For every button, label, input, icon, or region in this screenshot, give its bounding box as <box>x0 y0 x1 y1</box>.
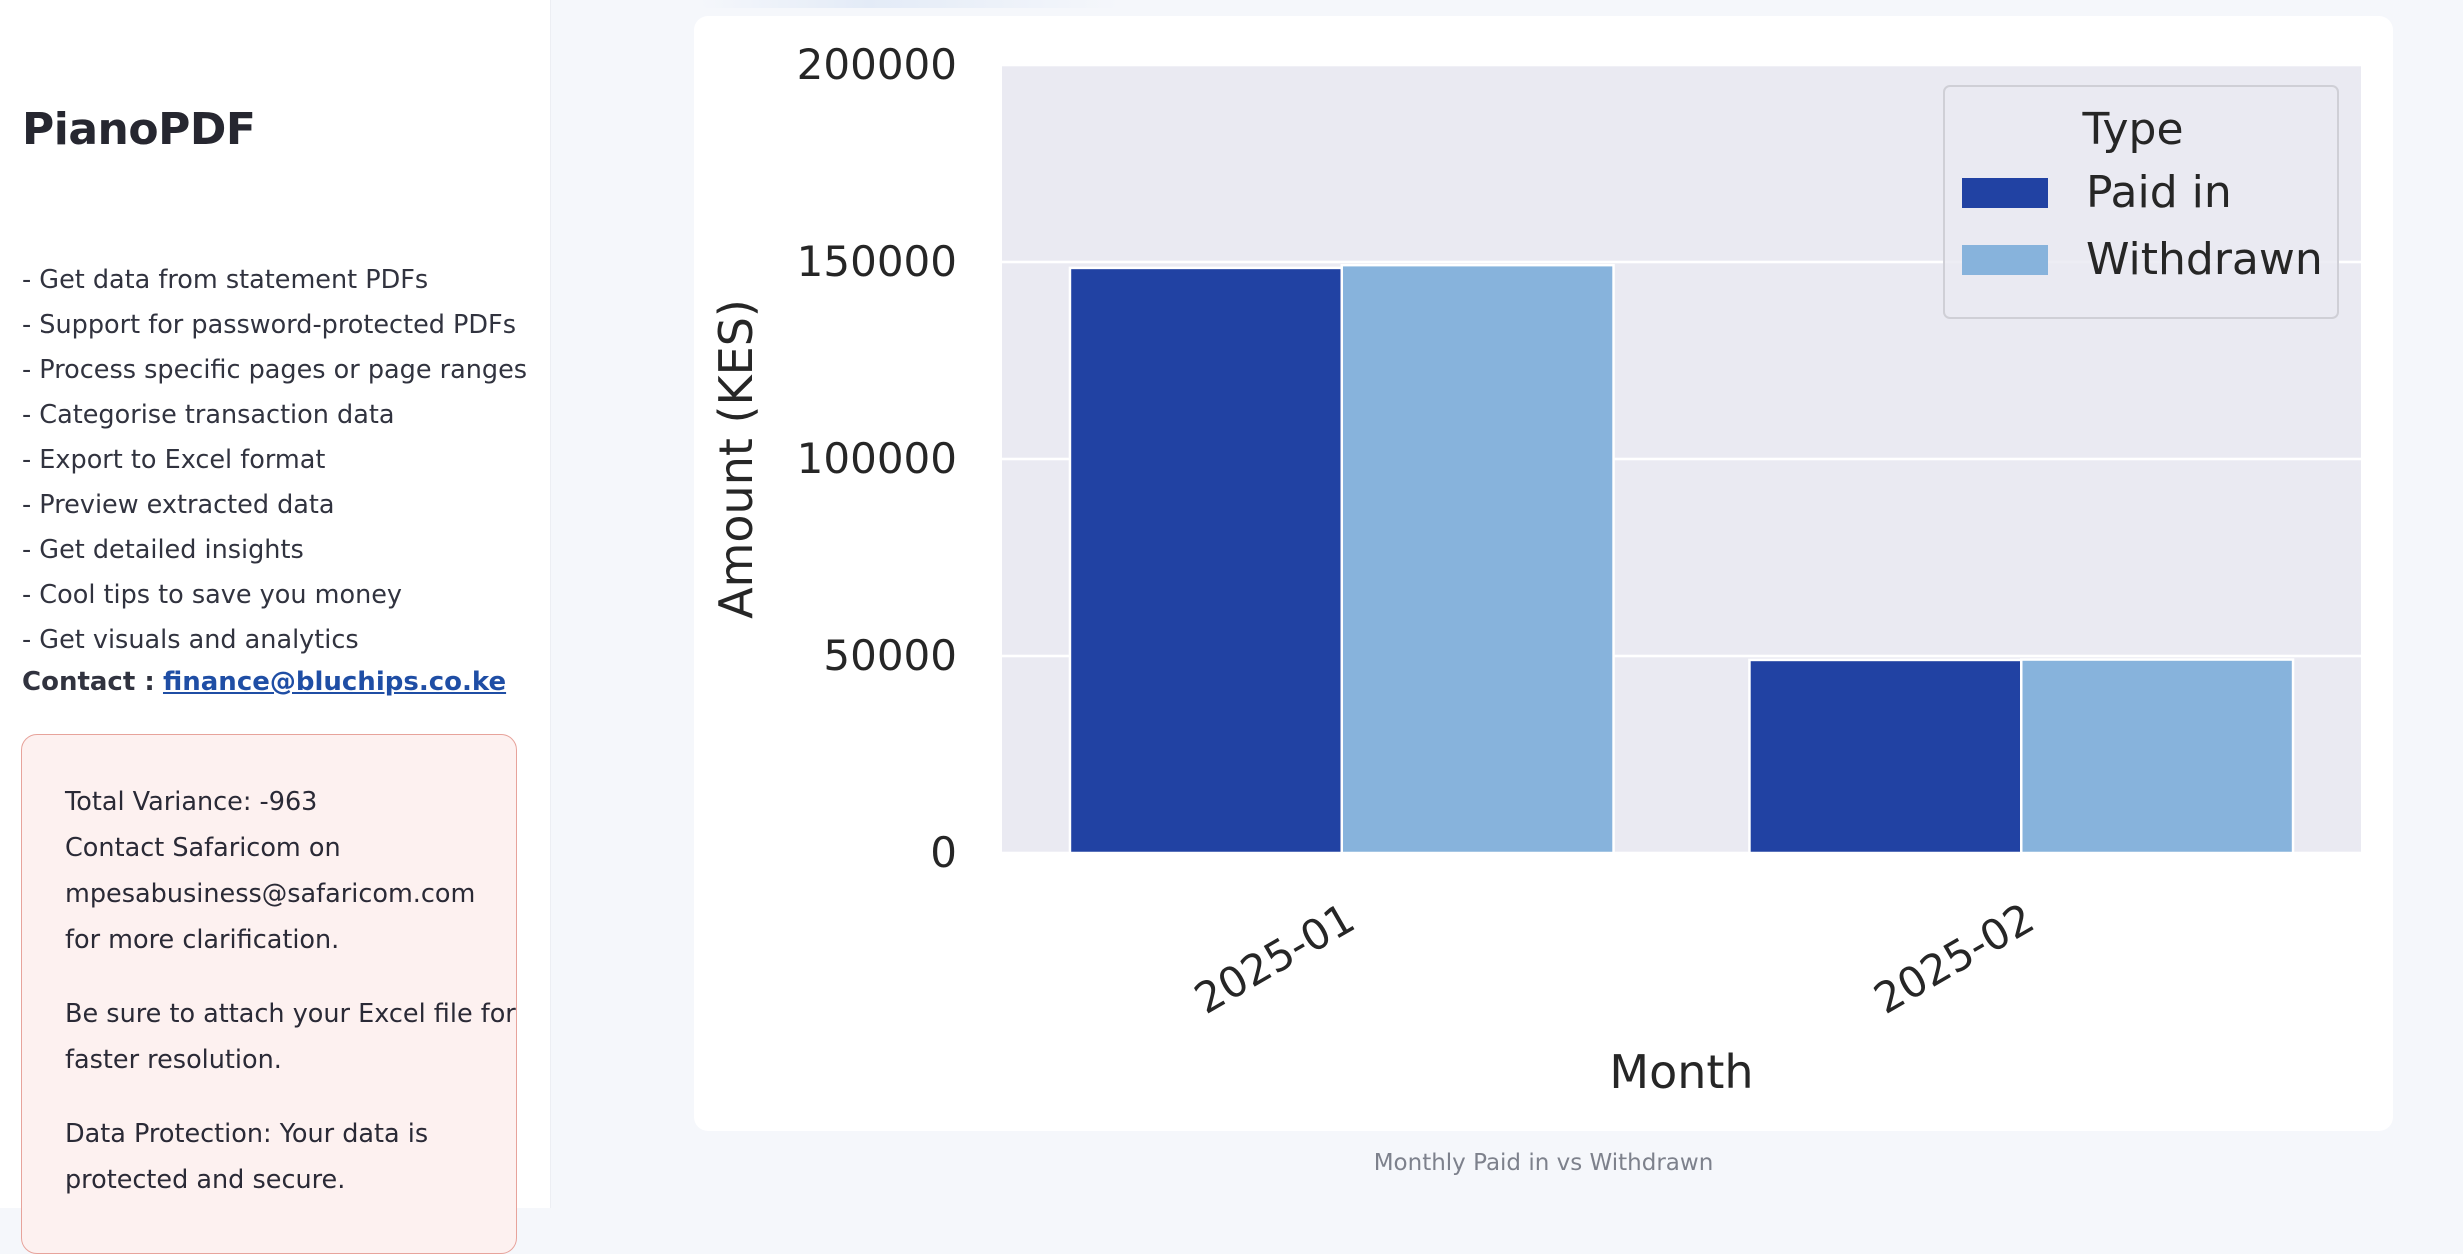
chart-figure: 0 50000 100000 150000 200000 2025-01 2025-02 Mo… <box>694 16 2393 1131</box>
bar-paid-in <box>1748 658 2023 855</box>
alert-line: Data Protection: Your data is <box>65 1119 429 1149</box>
feature-item: - Process specific pages or page ranges <box>22 355 528 385</box>
alert-paragraph-protection: Data Protection: Your data is protected … <box>65 1111 476 1203</box>
alert-line: protected and secure. <box>65 1165 346 1195</box>
bar-withdrawn <box>1340 263 1615 855</box>
alert-line: faster resolution. <box>65 1045 282 1075</box>
contact-email-link[interactable]: finance@bluchips.co.ke <box>162 667 507 697</box>
y-tick-label: 200000 <box>797 40 957 89</box>
feature-item: - Get data from statement PDFs <box>22 265 429 295</box>
legend-entry: Paid in <box>2086 167 2232 218</box>
variance-alert: Total Variance: -963 Contact Safaricom o… <box>21 734 517 1254</box>
legend-title: Type <box>2081 104 2183 155</box>
contact-label: Contact : <box>22 667 155 697</box>
alert-paragraph-variance: Total Variance: -963 Contact Safaricom o… <box>65 779 476 963</box>
y-tick-label: 100000 <box>797 434 957 483</box>
x-tick-label: 2025-01 <box>1186 893 1362 1023</box>
alert-line: mpesabusiness@safaricom.com <box>65 879 476 909</box>
legend-swatch <box>1962 245 2048 275</box>
alert-line: Contact Safaricom on <box>65 833 341 863</box>
y-axis-label: Amount (KES) <box>709 299 763 619</box>
alert-line: Total Variance: -963 <box>65 787 318 817</box>
feature-list: - Get data from statement PDFs - Support… <box>22 258 527 663</box>
feature-item: - Export to Excel format <box>22 445 326 475</box>
alert-line: Be sure to attach your Excel file for <box>65 999 516 1029</box>
y-tick-label: 150000 <box>797 237 957 286</box>
chart-caption: Monthly Paid in vs Withdrawn <box>1373 1150 1714 1176</box>
feature-item: - Preview extracted data <box>22 490 335 520</box>
contact-row: Contact : finance@bluchips.co.ke <box>22 660 506 705</box>
x-tick-label: 2025-02 <box>1866 893 2042 1023</box>
alert-paragraph-attach: Be sure to attach your Excel file for fa… <box>65 991 516 1083</box>
y-tick-label: 0 <box>930 828 957 877</box>
bar-paid-in <box>1068 266 1343 855</box>
alert-line: for more clarification. <box>65 925 340 955</box>
feature-item: - Get visuals and analytics <box>22 625 359 655</box>
bar-chart: 0 50000 100000 150000 200000 2025-01 2025-02 Mo… <box>709 40 2361 1099</box>
feature-item: - Cool tips to save you money <box>22 580 403 610</box>
bar-withdrawn <box>2020 658 2295 855</box>
feature-item: - Get detailed insights <box>22 535 304 565</box>
x-axis-label: Month <box>1609 1045 1753 1099</box>
legend-swatch <box>1962 178 2048 208</box>
feature-item: - Support for password-protected PDFs <box>22 310 517 340</box>
legend-entry: Withdrawn <box>2086 234 2323 285</box>
y-tick-label: 50000 <box>823 631 957 680</box>
sidebar: PianoPDF - Get data from statement PDFs … <box>0 0 551 1254</box>
feature-item: - Categorise transaction data <box>22 400 395 430</box>
app-title: PianoPDF <box>22 104 256 155</box>
element-top-edge <box>700 0 1120 8</box>
